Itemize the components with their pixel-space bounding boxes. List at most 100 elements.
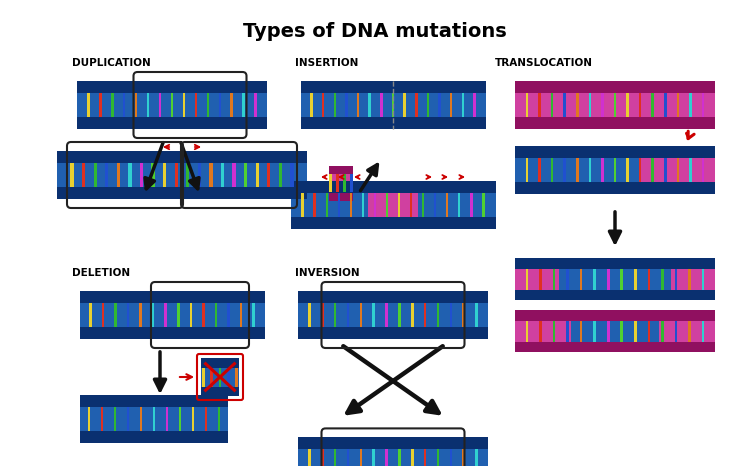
Bar — [450, 303, 452, 327]
Bar — [362, 193, 364, 217]
Bar — [593, 321, 596, 342]
Bar — [436, 449, 439, 466]
Bar — [553, 268, 556, 289]
Bar — [380, 93, 382, 117]
Bar — [322, 93, 325, 117]
Bar — [433, 193, 436, 217]
Bar — [386, 449, 388, 466]
Bar — [515, 310, 715, 321]
Bar — [515, 258, 559, 300]
Bar — [602, 93, 604, 117]
Bar — [702, 268, 704, 289]
Bar — [127, 407, 129, 431]
Bar — [580, 268, 583, 289]
Bar — [702, 93, 704, 117]
Bar — [634, 321, 637, 342]
Bar — [476, 303, 478, 327]
Bar — [344, 174, 346, 192]
Bar — [647, 321, 650, 342]
Bar — [639, 158, 641, 182]
Bar — [219, 368, 221, 386]
Bar — [566, 268, 569, 289]
Bar — [626, 93, 628, 117]
Bar — [195, 93, 197, 117]
Bar — [515, 117, 715, 129]
Bar — [214, 303, 217, 327]
Bar — [326, 193, 328, 217]
Bar — [80, 395, 228, 443]
Bar — [80, 291, 265, 303]
Bar — [321, 449, 323, 466]
Bar — [571, 310, 659, 352]
Bar — [515, 146, 715, 158]
Bar — [410, 193, 413, 217]
Bar — [593, 268, 596, 289]
Bar — [626, 158, 628, 182]
Bar — [227, 368, 230, 386]
Bar — [152, 163, 154, 187]
Bar — [359, 303, 362, 327]
Bar — [392, 93, 394, 117]
Bar — [290, 163, 294, 187]
Bar — [350, 174, 352, 192]
Bar — [163, 163, 166, 187]
Bar — [671, 258, 715, 300]
Bar — [217, 407, 220, 431]
Bar — [206, 93, 209, 117]
Bar — [202, 303, 205, 327]
Bar — [620, 268, 623, 289]
Bar — [515, 81, 715, 129]
Bar — [338, 193, 340, 217]
Bar — [329, 165, 353, 174]
Bar — [329, 174, 332, 192]
Bar — [164, 303, 167, 327]
Bar — [310, 93, 313, 117]
Bar — [102, 303, 104, 327]
Bar — [290, 181, 496, 193]
Bar — [178, 407, 182, 431]
Bar — [227, 303, 230, 327]
Bar — [205, 407, 207, 431]
Bar — [105, 163, 108, 187]
Bar — [614, 158, 616, 182]
Bar — [308, 449, 310, 466]
Bar — [218, 93, 221, 117]
Bar — [80, 431, 228, 443]
Bar — [411, 303, 413, 327]
Bar — [476, 449, 478, 466]
Bar — [398, 193, 400, 217]
Bar — [175, 163, 178, 187]
Bar — [676, 158, 680, 182]
Bar — [357, 93, 359, 117]
Bar — [186, 163, 190, 187]
Bar — [242, 93, 245, 117]
Bar — [201, 386, 239, 396]
Bar — [345, 93, 348, 117]
Text: DUPLICATION: DUPLICATION — [72, 58, 151, 68]
Bar — [515, 289, 715, 300]
Bar — [301, 81, 485, 129]
Bar — [114, 407, 116, 431]
Bar — [80, 291, 265, 339]
Bar — [398, 449, 400, 466]
Bar — [538, 158, 541, 182]
Bar — [661, 268, 664, 289]
Bar — [177, 303, 179, 327]
Bar — [302, 193, 304, 217]
Bar — [526, 268, 528, 289]
Bar — [461, 93, 464, 117]
Bar — [211, 368, 213, 386]
Bar — [159, 93, 161, 117]
Bar — [373, 449, 375, 466]
Bar — [252, 303, 255, 327]
Bar — [647, 268, 650, 289]
Bar — [515, 258, 715, 268]
Bar — [539, 321, 542, 342]
Bar — [688, 268, 691, 289]
Bar — [346, 449, 350, 466]
Bar — [301, 117, 485, 129]
Bar — [123, 93, 125, 117]
Bar — [563, 93, 566, 117]
Bar — [515, 342, 715, 352]
Bar — [80, 395, 228, 407]
